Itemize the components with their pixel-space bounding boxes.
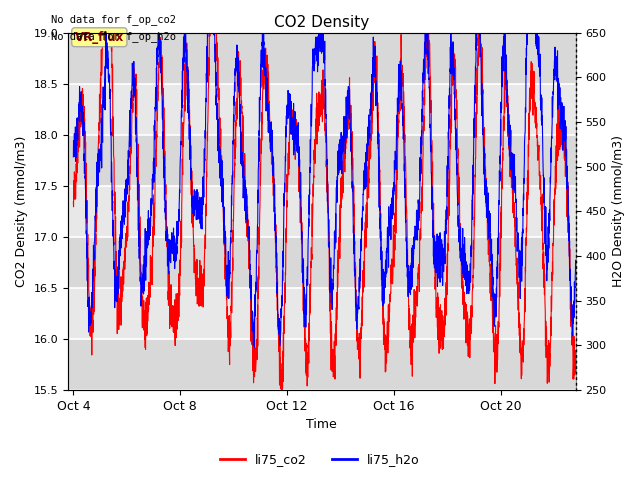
Y-axis label: CO2 Density (mmol/m3): CO2 Density (mmol/m3) [15, 136, 28, 287]
Y-axis label: H2O Density (mmol/m3): H2O Density (mmol/m3) [612, 135, 625, 288]
Bar [68, 84, 575, 135]
Text: VR_flux: VR_flux [75, 31, 124, 44]
Text: No data for f_op_h2o: No data for f_op_h2o [51, 31, 176, 42]
Text: No data for f_op_co2: No data for f_op_co2 [51, 14, 176, 25]
Bar [68, 186, 575, 237]
Legend: li75_co2, li75_h2o: li75_co2, li75_h2o [215, 448, 425, 471]
Bar [68, 288, 575, 339]
Title: CO2 Density: CO2 Density [274, 15, 369, 30]
X-axis label: Time: Time [307, 419, 337, 432]
